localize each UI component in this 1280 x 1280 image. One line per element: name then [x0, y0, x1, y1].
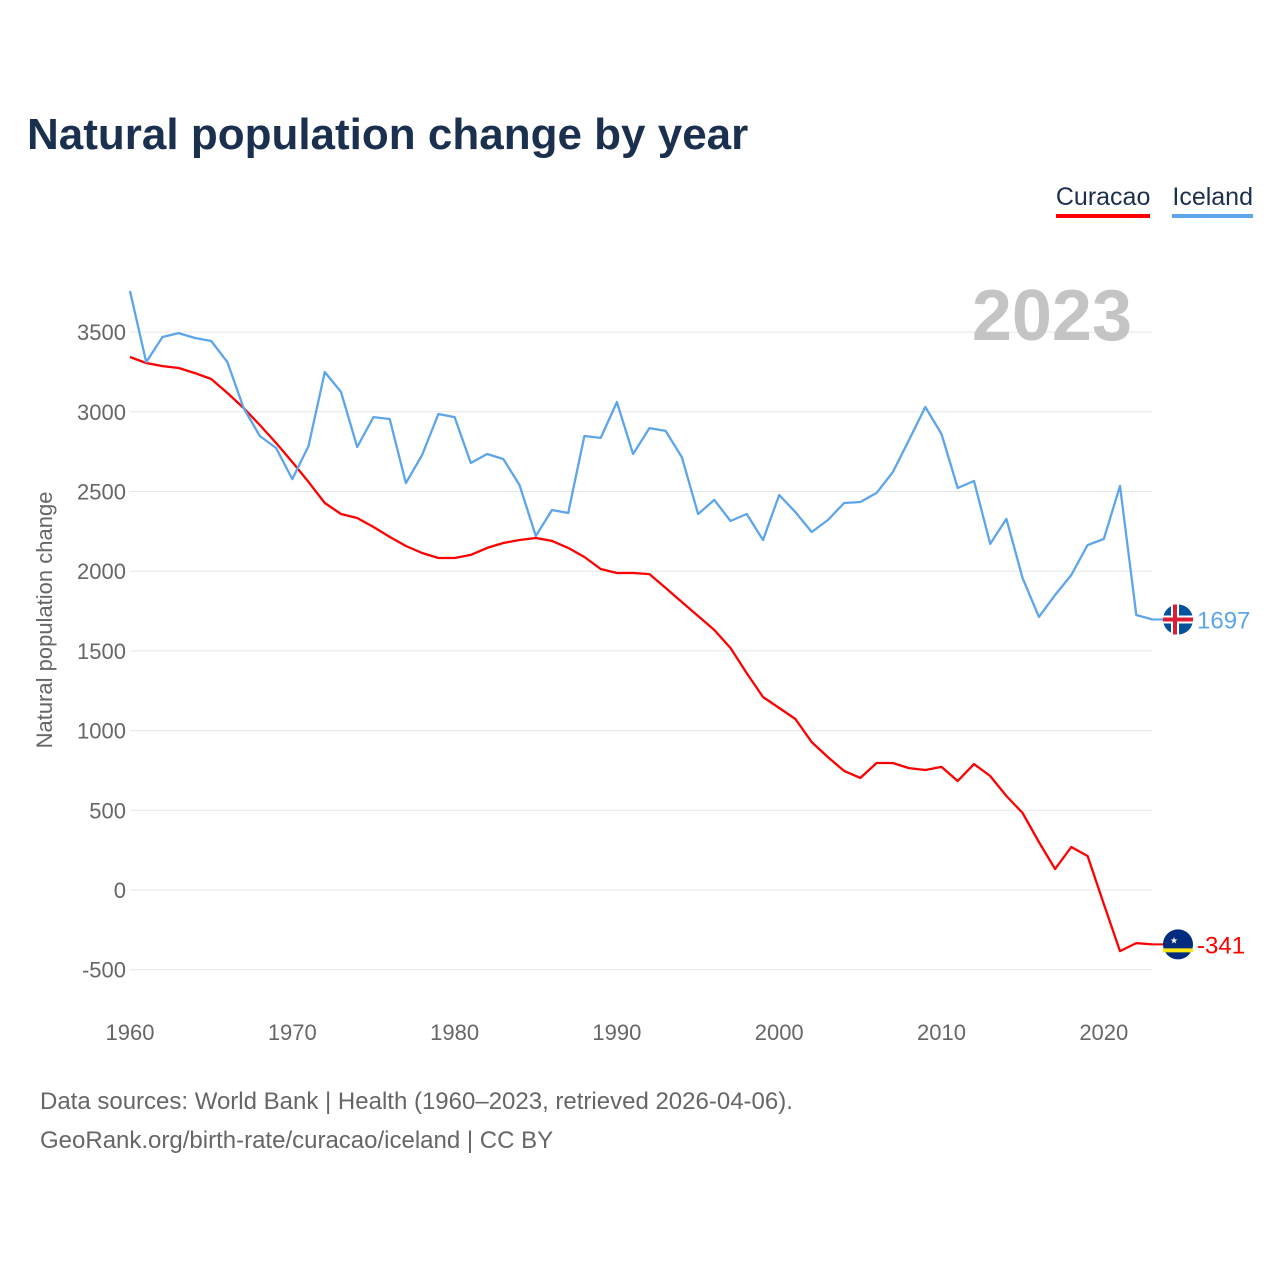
legend-item-curacao[interactable]: Curacao [1055, 183, 1151, 218]
y-tick-label: 2500 [77, 480, 126, 505]
x-tick-label: 1980 [430, 1020, 479, 1045]
flag-stripe [1163, 948, 1193, 953]
x-tick-label: 1970 [268, 1020, 317, 1045]
flag-cross [1163, 617, 1193, 622]
year-label: 2023 [972, 276, 1132, 356]
series-line-iceland [128, 290, 1153, 621]
series-line-curacao [129, 355, 1153, 953]
chart-title: Natural population change by year [27, 110, 749, 159]
legend-item-iceland[interactable]: Iceland [1172, 183, 1253, 218]
attribution-link[interactable]: GeoRank.org/birth-rate/curacao/iceland |… [40, 1127, 554, 1154]
y-axis-label: Natural population change [32, 492, 57, 749]
x-tick-label: 2000 [755, 1020, 804, 1045]
x-tick-label: 1990 [592, 1020, 641, 1045]
y-tick-label: 500 [89, 798, 126, 823]
x-tick-label: 1960 [106, 1020, 155, 1045]
legend: Curacao Iceland [1055, 183, 1253, 218]
y-tick-label: 3500 [77, 320, 126, 345]
flag-cross [1173, 604, 1177, 635]
y-tick-label: 1000 [77, 719, 126, 744]
end-value-label: -341 [1197, 932, 1245, 959]
end-value-label: 1697 [1197, 607, 1250, 634]
y-tick-label: 3000 [77, 400, 126, 425]
data-sources: Data sources: World Bank | Health (1960–… [40, 1088, 793, 1115]
y-tick-label: 1500 [77, 639, 126, 664]
y-tick-label: -500 [82, 958, 126, 983]
x-tick-label: 2020 [1079, 1020, 1128, 1045]
x-tick-label: 2010 [917, 1020, 966, 1045]
flag-star: ★ [1170, 935, 1178, 945]
y-tick-label: 2000 [77, 559, 126, 584]
y-tick-label: 0 [114, 878, 126, 903]
